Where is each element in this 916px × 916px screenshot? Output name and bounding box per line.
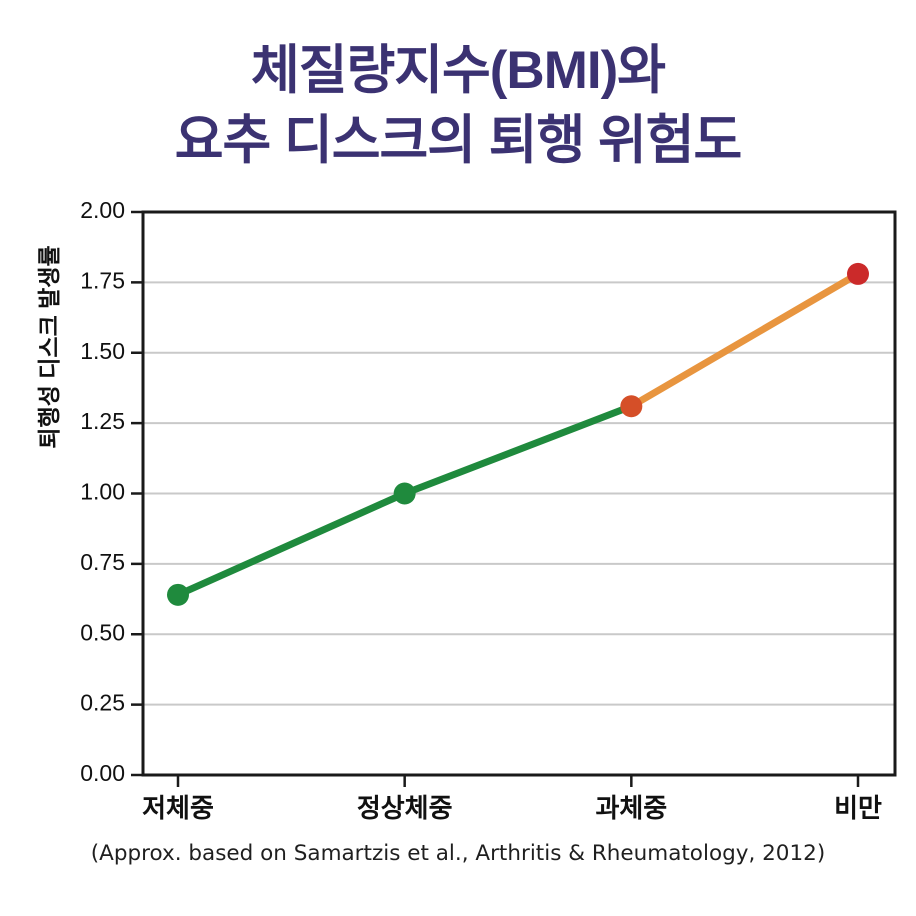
y-tick-label: 2.00 <box>80 197 125 223</box>
x-tick-label: 정상체중 <box>357 793 453 823</box>
y-tick-label: 1.75 <box>80 267 125 293</box>
chart-title-line2: 요추 디스크의 퇴행 위험도 <box>174 110 743 170</box>
data-point-marker <box>847 262 869 285</box>
source-caption: (Approx. based on Samartzis et al., Arth… <box>90 841 826 866</box>
y-tick-label: 0.75 <box>80 549 125 575</box>
chart-title-line1: 체질량지수(BMI)와 <box>250 41 666 100</box>
chart-title: 체질량지수(BMI)와 요추 디스크의 퇴행 위험도 <box>0 36 916 176</box>
y-tick-label: 0.00 <box>80 760 125 786</box>
data-point-marker <box>393 482 416 505</box>
y-tick-label: 1.50 <box>80 338 125 364</box>
data-point-marker <box>167 583 189 606</box>
line-segment-orange <box>627 270 862 410</box>
y-tick-label: 1.00 <box>80 479 125 505</box>
y-tick-label: 0.25 <box>80 690 125 716</box>
x-tick-label: 비만 <box>834 793 882 823</box>
y-tick-label: 0.50 <box>80 619 125 645</box>
x-tick-label: 저체중 <box>142 793 214 823</box>
x-tick-label: 과체중 <box>595 793 667 823</box>
y-tick-label: 1.25 <box>80 408 125 434</box>
data-point-marker <box>620 395 643 418</box>
y-axis-label: 퇴행성 디스크 발생률 <box>36 245 62 448</box>
